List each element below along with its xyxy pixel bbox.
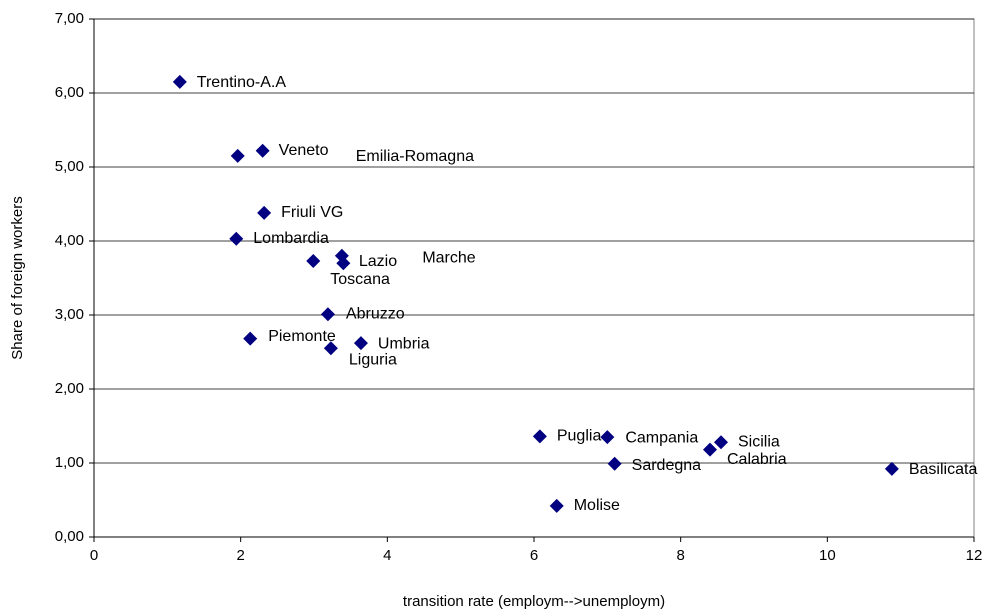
point-label: Lazio	[359, 253, 397, 270]
point-label: Basilicata	[909, 461, 978, 478]
point-label: Sicilia	[738, 433, 780, 450]
y-tick-label: 4,00	[55, 232, 84, 249]
point	[306, 253, 321, 268]
y-tick-label: 6,00	[55, 84, 84, 101]
point	[607, 456, 622, 471]
point-label: Emilia-Romagna	[356, 148, 474, 165]
point	[336, 256, 351, 271]
point-label: Calabria	[727, 451, 787, 468]
point	[229, 231, 244, 246]
point-label: Trentino-A.A	[197, 74, 287, 91]
point	[323, 341, 338, 356]
y-tick-label: 7,00	[55, 10, 84, 27]
point-label: Piemonte	[268, 328, 336, 345]
point-label: Toscana	[330, 271, 390, 288]
y-axis-label: Share of foreign workers	[9, 196, 26, 359]
point-label: Puglia	[557, 428, 602, 445]
x-tick-label: 12	[966, 547, 983, 564]
point	[243, 331, 258, 346]
point	[532, 429, 547, 444]
y-tick-label: 5,00	[55, 158, 84, 175]
point-label: Lombardia	[253, 230, 329, 247]
x-tick-label: 6	[530, 547, 538, 564]
x-tick-label: 2	[236, 547, 244, 564]
x-tick-label: 4	[383, 547, 391, 564]
point	[172, 74, 187, 89]
y-tick-label: 0,00	[55, 528, 84, 545]
x-tick-label: 8	[676, 547, 684, 564]
y-tick-label: 2,00	[55, 380, 84, 397]
point-label: Liguria	[349, 352, 397, 369]
point	[549, 498, 564, 513]
point	[230, 148, 245, 163]
point	[703, 442, 717, 457]
point	[320, 307, 335, 322]
point-label: Marche	[422, 249, 475, 266]
x-axis-label: transition rate (employm-->unemploym)	[403, 593, 665, 610]
point-label: Veneto	[279, 142, 329, 159]
point-label: Sardegna	[632, 457, 701, 474]
point	[884, 461, 899, 476]
point-label: Abruzzo	[346, 305, 405, 322]
point-label: Umbria	[378, 335, 430, 352]
point	[255, 143, 270, 158]
point-label: Campania	[625, 429, 698, 446]
y-tick-label: 3,00	[55, 306, 84, 323]
point-label: Molise	[574, 497, 620, 514]
x-tick-label: 10	[819, 547, 836, 564]
point	[353, 336, 368, 351]
point	[600, 430, 615, 445]
x-tick-label: 0	[90, 547, 98, 564]
point	[257, 205, 272, 220]
plot-area	[93, 18, 975, 538]
y-tick-label: 1,00	[55, 454, 84, 471]
point-label: Friuli VG	[281, 204, 343, 221]
point	[714, 435, 728, 450]
